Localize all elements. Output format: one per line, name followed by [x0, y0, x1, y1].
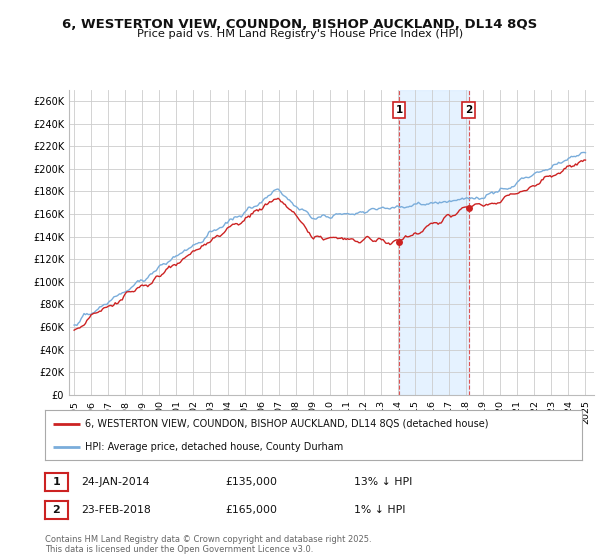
Text: 13% ↓ HPI: 13% ↓ HPI [354, 477, 412, 487]
Bar [399, 90, 469, 395]
Text: 2: 2 [53, 505, 60, 515]
Text: 1: 1 [53, 477, 60, 487]
Text: HPI: Average price, detached house, County Durham: HPI: Average price, detached house, Coun… [85, 442, 344, 452]
Text: £165,000: £165,000 [225, 505, 277, 515]
Text: 1: 1 [395, 105, 403, 115]
Text: Price paid vs. HM Land Registry's House Price Index (HPI): Price paid vs. HM Land Registry's House … [137, 29, 463, 39]
Text: 24-JAN-2014: 24-JAN-2014 [81, 477, 149, 487]
Text: 23-FEB-2018: 23-FEB-2018 [81, 505, 151, 515]
Text: 6, WESTERTON VIEW, COUNDON, BISHOP AUCKLAND, DL14 8QS: 6, WESTERTON VIEW, COUNDON, BISHOP AUCKL… [62, 18, 538, 31]
Text: 6, WESTERTON VIEW, COUNDON, BISHOP AUCKLAND, DL14 8QS (detached house): 6, WESTERTON VIEW, COUNDON, BISHOP AUCKL… [85, 418, 489, 428]
Text: 1% ↓ HPI: 1% ↓ HPI [354, 505, 406, 515]
Text: £135,000: £135,000 [225, 477, 277, 487]
Text: 2: 2 [465, 105, 472, 115]
Text: Contains HM Land Registry data © Crown copyright and database right 2025.
This d: Contains HM Land Registry data © Crown c… [45, 535, 371, 554]
